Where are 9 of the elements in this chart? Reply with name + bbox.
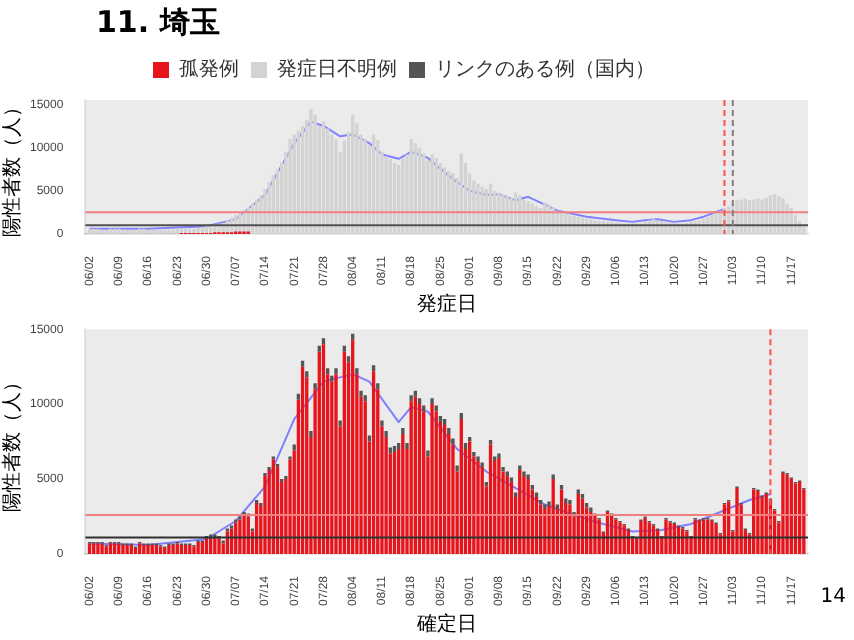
chart-title: 11. 埼玉 [94,2,222,44]
y-axis-title: 陽性者数（人） [0,96,24,237]
y-axis-title: 陽性者数（人） [0,371,24,512]
text: 14 [820,586,846,608]
legend-label: リンクのある例（国内） [435,57,655,82]
x-axis-title: 確定日 [414,611,477,636]
legend-label: 発症日不明例 [277,57,397,82]
x-axis-title: 発症日 [416,291,477,316]
legend-label: 孤発例 [179,57,239,82]
